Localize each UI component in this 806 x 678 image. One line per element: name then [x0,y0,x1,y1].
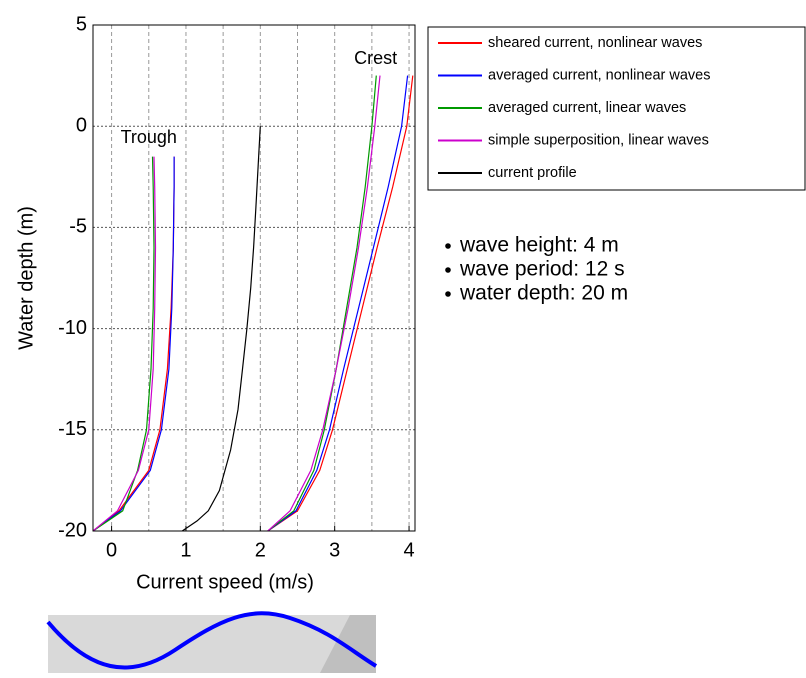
legend-label: current profile [488,165,577,181]
note: water depth: 20 m [459,282,628,305]
y-tick-label: -5 [69,216,87,238]
series-line [181,126,261,532]
annotation: Crest [354,48,397,68]
wave-inset [46,611,378,673]
y-tick-label: -15 [58,418,87,440]
legend-label: simple superposition, linear waves [488,132,709,148]
x-tick-label: 0 [106,539,117,561]
y-tick-label: -20 [58,519,87,541]
plot-frame [92,24,416,532]
bullet [445,243,451,249]
note: wave height: 4 m [459,234,619,257]
y-tick-label: 5 [76,13,87,35]
bullet [445,267,451,273]
legend [427,26,806,191]
series-line [92,75,409,532]
legend-label: sheared current, nonlinear waves [488,35,702,51]
x-tick-label: 1 [180,539,191,561]
note: wave period: 12 s [459,258,625,281]
bullet [445,291,451,297]
legend-label: averaged current, linear waves [488,100,686,116]
series-line [92,75,381,532]
y-tick-label: -10 [58,317,87,339]
x-axis-label: Current speed (m/s) [136,571,314,593]
x-tick-label: 4 [403,539,414,561]
x-tick-label: 2 [255,539,266,561]
legend-label: averaged current, nonlinear waves [488,67,710,83]
series-line [92,75,377,532]
x-tick-label: 3 [329,539,340,561]
y-tick-label: 0 [76,114,87,136]
plot-area [93,25,415,531]
annotation: Trough [121,127,177,147]
y-axis-label: Water depth (m) [15,206,37,350]
wave-curve [46,611,378,670]
